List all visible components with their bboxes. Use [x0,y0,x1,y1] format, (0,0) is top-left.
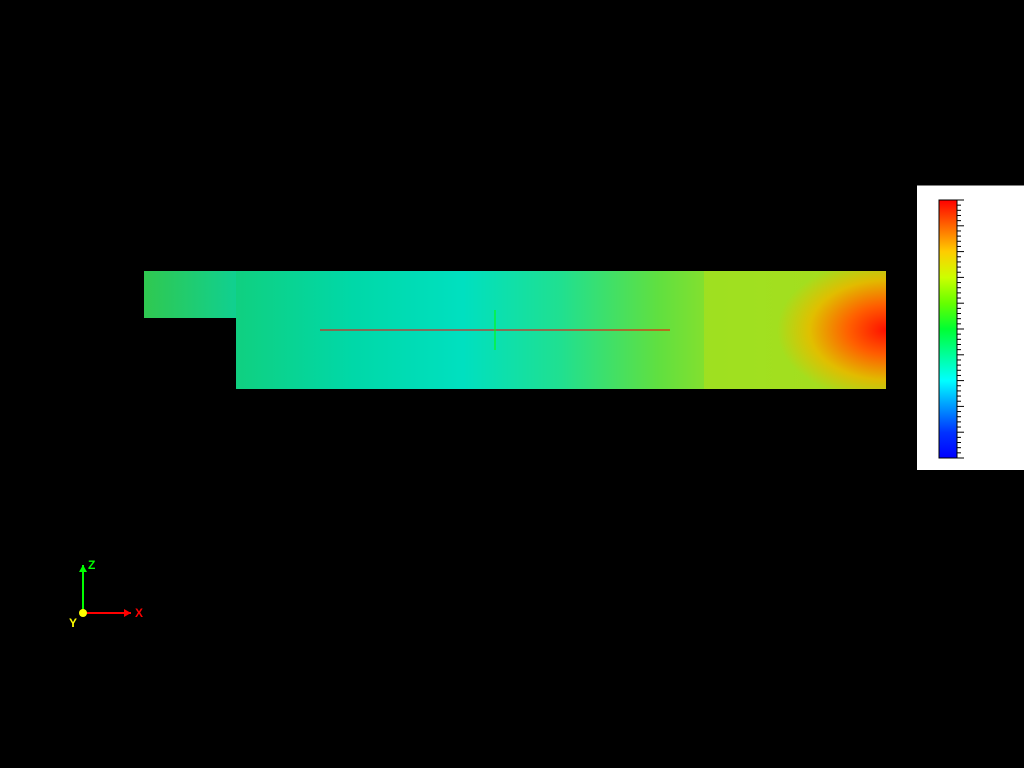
axis-x-arrow [124,609,131,617]
axis-z-arrow [79,565,87,572]
axis-z-label: Z [88,558,95,572]
axis-x-label: X [135,606,143,620]
axis-y-marker [79,609,87,617]
axis-triad[interactable]: X Z Y [63,545,183,665]
axis-y-label: Y [69,616,77,630]
colorbar-gradient [939,200,957,458]
simulation-viewport[interactable]: X Z Y [0,0,1024,768]
contour-hot-region [704,271,886,389]
colorbar-ticks [957,200,964,458]
contour-inlet-section [144,271,236,318]
